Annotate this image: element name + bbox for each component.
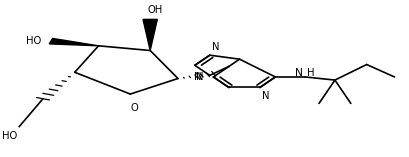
Text: N: N: [196, 72, 203, 82]
Text: OH: OH: [148, 5, 163, 16]
Text: N: N: [194, 72, 202, 82]
Text: N: N: [295, 68, 303, 78]
Polygon shape: [143, 19, 157, 51]
Text: N: N: [262, 91, 270, 101]
Text: O: O: [130, 103, 138, 113]
Polygon shape: [49, 38, 99, 46]
Text: N: N: [212, 42, 219, 52]
Text: H: H: [307, 68, 315, 78]
Text: HO: HO: [26, 36, 41, 46]
Text: HO: HO: [2, 131, 17, 141]
